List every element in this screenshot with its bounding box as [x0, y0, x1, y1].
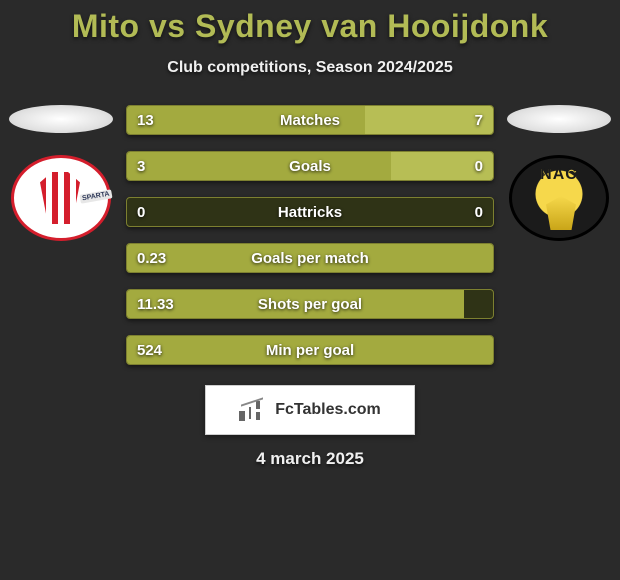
date-label: 4 march 2025 — [0, 449, 620, 469]
bar-left — [127, 290, 464, 318]
stat-row: 11.33Shots per goal — [126, 289, 494, 319]
left-player-col — [6, 105, 116, 241]
main-row: 13Matches7 3Goals0 0Hattricks0 0.23Goals pe… — [0, 105, 620, 365]
stat-row: 524Min per goal — [126, 335, 494, 365]
bar-right — [365, 106, 493, 134]
bar-left — [127, 152, 391, 180]
right-name-oval — [507, 105, 611, 133]
comparison-card: Mito vs Sydney van Hooijdonk Club compet… — [0, 0, 620, 469]
stats-column: 13Matches7 3Goals0 0Hattricks0 0.23Goals pe… — [126, 105, 494, 365]
bar-left — [127, 106, 365, 134]
fctables-logo-icon — [239, 399, 267, 421]
stat-row: 13Matches7 — [126, 105, 494, 135]
stat-row: 0Hattricks0 — [126, 197, 494, 227]
left-club-crest — [11, 155, 111, 241]
stat-row: 3Goals0 — [126, 151, 494, 181]
stat-left-value: 0 — [137, 198, 145, 226]
right-club-crest: NAC — [509, 155, 609, 241]
subtitle: Club competitions, Season 2024/2025 — [0, 59, 620, 77]
page-title: Mito vs Sydney van Hooijdonk — [0, 8, 620, 45]
right-crest-text: NAC — [540, 166, 578, 184]
bar-left — [127, 336, 493, 364]
stat-label: Hattricks — [127, 198, 493, 226]
bar-right — [391, 152, 493, 180]
right-player-col: NAC — [504, 105, 614, 241]
left-name-oval — [9, 105, 113, 133]
stat-right-value: 0 — [475, 198, 483, 226]
bar-left — [127, 244, 493, 272]
source-text: FcTables.com — [275, 401, 381, 419]
stat-row: 0.23Goals per match — [126, 243, 494, 273]
source-badge: FcTables.com — [205, 385, 415, 435]
